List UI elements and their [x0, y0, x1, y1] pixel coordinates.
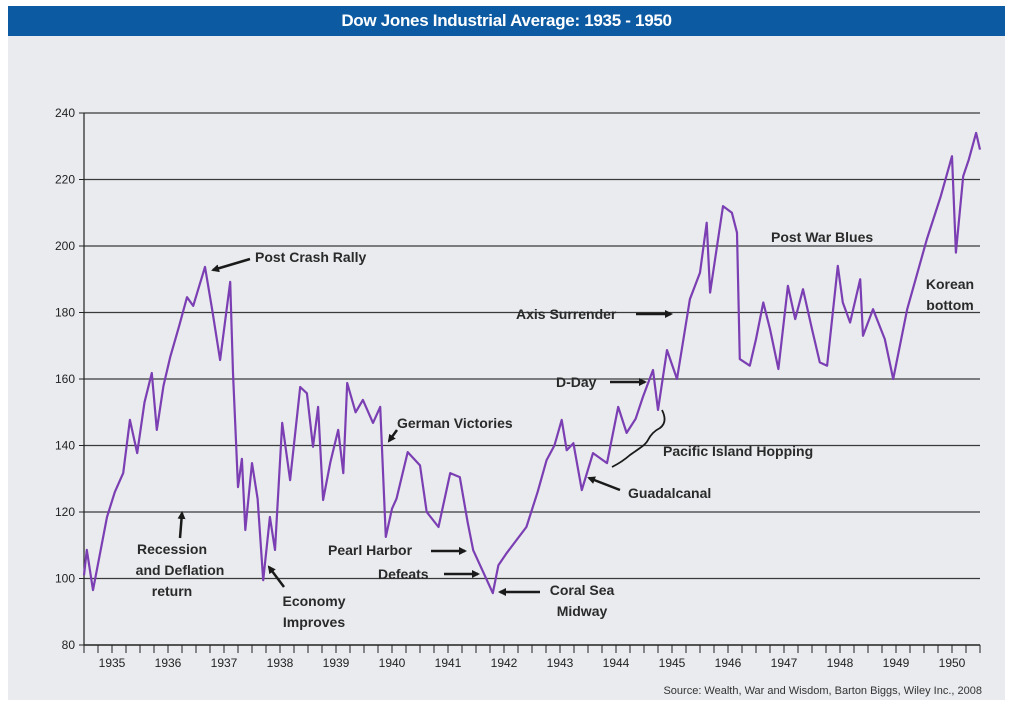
y-tick-label: 180: [55, 306, 75, 320]
x-tick-label: 1948: [827, 656, 854, 670]
x-tick-label: 1944: [603, 656, 630, 670]
x-tick-label: 1946: [715, 656, 742, 670]
x-tick-label: 1947: [771, 656, 798, 670]
economy-arrow: [267, 565, 285, 588]
annotation-arrows: [177, 257, 673, 596]
annotation-pacific-island-hopping: Pacific Island Hopping: [663, 443, 813, 459]
annotation-german-victories: German Victories: [397, 415, 513, 431]
x-tick-label: 1949: [883, 656, 910, 670]
x-tick-label: 1937: [211, 656, 238, 670]
chart-frame: [8, 6, 1005, 700]
annotations: Post Crash Rally Recession and Deflation…: [136, 229, 974, 630]
y-tick-label: 160: [55, 372, 75, 386]
x-tick-label: 1940: [379, 656, 406, 670]
annotation-recession: and Deflation: [136, 562, 225, 578]
annotation-post-crash-rally: Post Crash Rally: [255, 249, 366, 265]
y-tick-label: 240: [55, 106, 75, 120]
annotation-coral-sea: Midway: [557, 603, 608, 619]
annotation-axis-surrender: Axis Surrender: [516, 306, 617, 322]
annotation-economy: Economy: [282, 593, 345, 609]
y-tick-label: 200: [55, 239, 75, 253]
x-tick-label: 1936: [155, 656, 182, 670]
dow-jones-series-line: [82, 131, 982, 595]
annotation-korean-bottom: bottom: [926, 297, 973, 313]
source-note: Source: Wealth, War and Wisdom, Barton B…: [663, 685, 982, 697]
chart-title: Dow Jones Industrial Average: 1935 - 195…: [8, 6, 1005, 36]
x-tick-label: 1939: [323, 656, 350, 670]
german-victories-arrow: [387, 429, 399, 443]
x-tick-label: 1935: [99, 656, 126, 670]
x-tick-label: 1950: [939, 656, 966, 670]
annotation-coral-sea: Coral Sea: [550, 582, 615, 598]
series: [82, 131, 982, 595]
annotation-economy: Improves: [283, 614, 345, 630]
y-tick-label: 100: [55, 572, 75, 586]
x-tick-label: 1942: [491, 656, 518, 670]
axes: 80 100 120 140 160 180 200 220 240 1935 1936 1937 19…: [55, 106, 981, 670]
annotation-pearl-harbor: Pearl Harbor: [328, 542, 413, 558]
x-tick-label: 1945: [659, 656, 686, 670]
annotation-recession: return: [152, 583, 192, 599]
guadalcanal-arrow: [587, 476, 621, 492]
gridlines: [84, 112, 980, 580]
y-tick-label: 140: [55, 439, 75, 453]
annotation-korean-bottom: Korean: [926, 276, 974, 292]
y-tick-label: 220: [55, 173, 75, 187]
annotation-recession: Recession: [137, 541, 207, 557]
x-tick-label: 1938: [267, 656, 294, 670]
pacific-brace: [611, 409, 666, 468]
y-tick-label: 80: [62, 638, 76, 652]
x-tick-label: 1941: [435, 656, 462, 670]
annotation-d-day: D-Day: [556, 374, 597, 390]
y-tick-label: 120: [55, 505, 75, 519]
annotation-defeats: Defeats: [378, 566, 429, 582]
recession-arrow: [177, 511, 186, 539]
post-crash-rally-arrow: [211, 257, 251, 273]
x-tick-label: 1943: [547, 656, 574, 670]
annotation-post-war-blues: Post War Blues: [771, 229, 873, 245]
annotation-guadalcanal: Guadalcanal: [628, 485, 711, 501]
